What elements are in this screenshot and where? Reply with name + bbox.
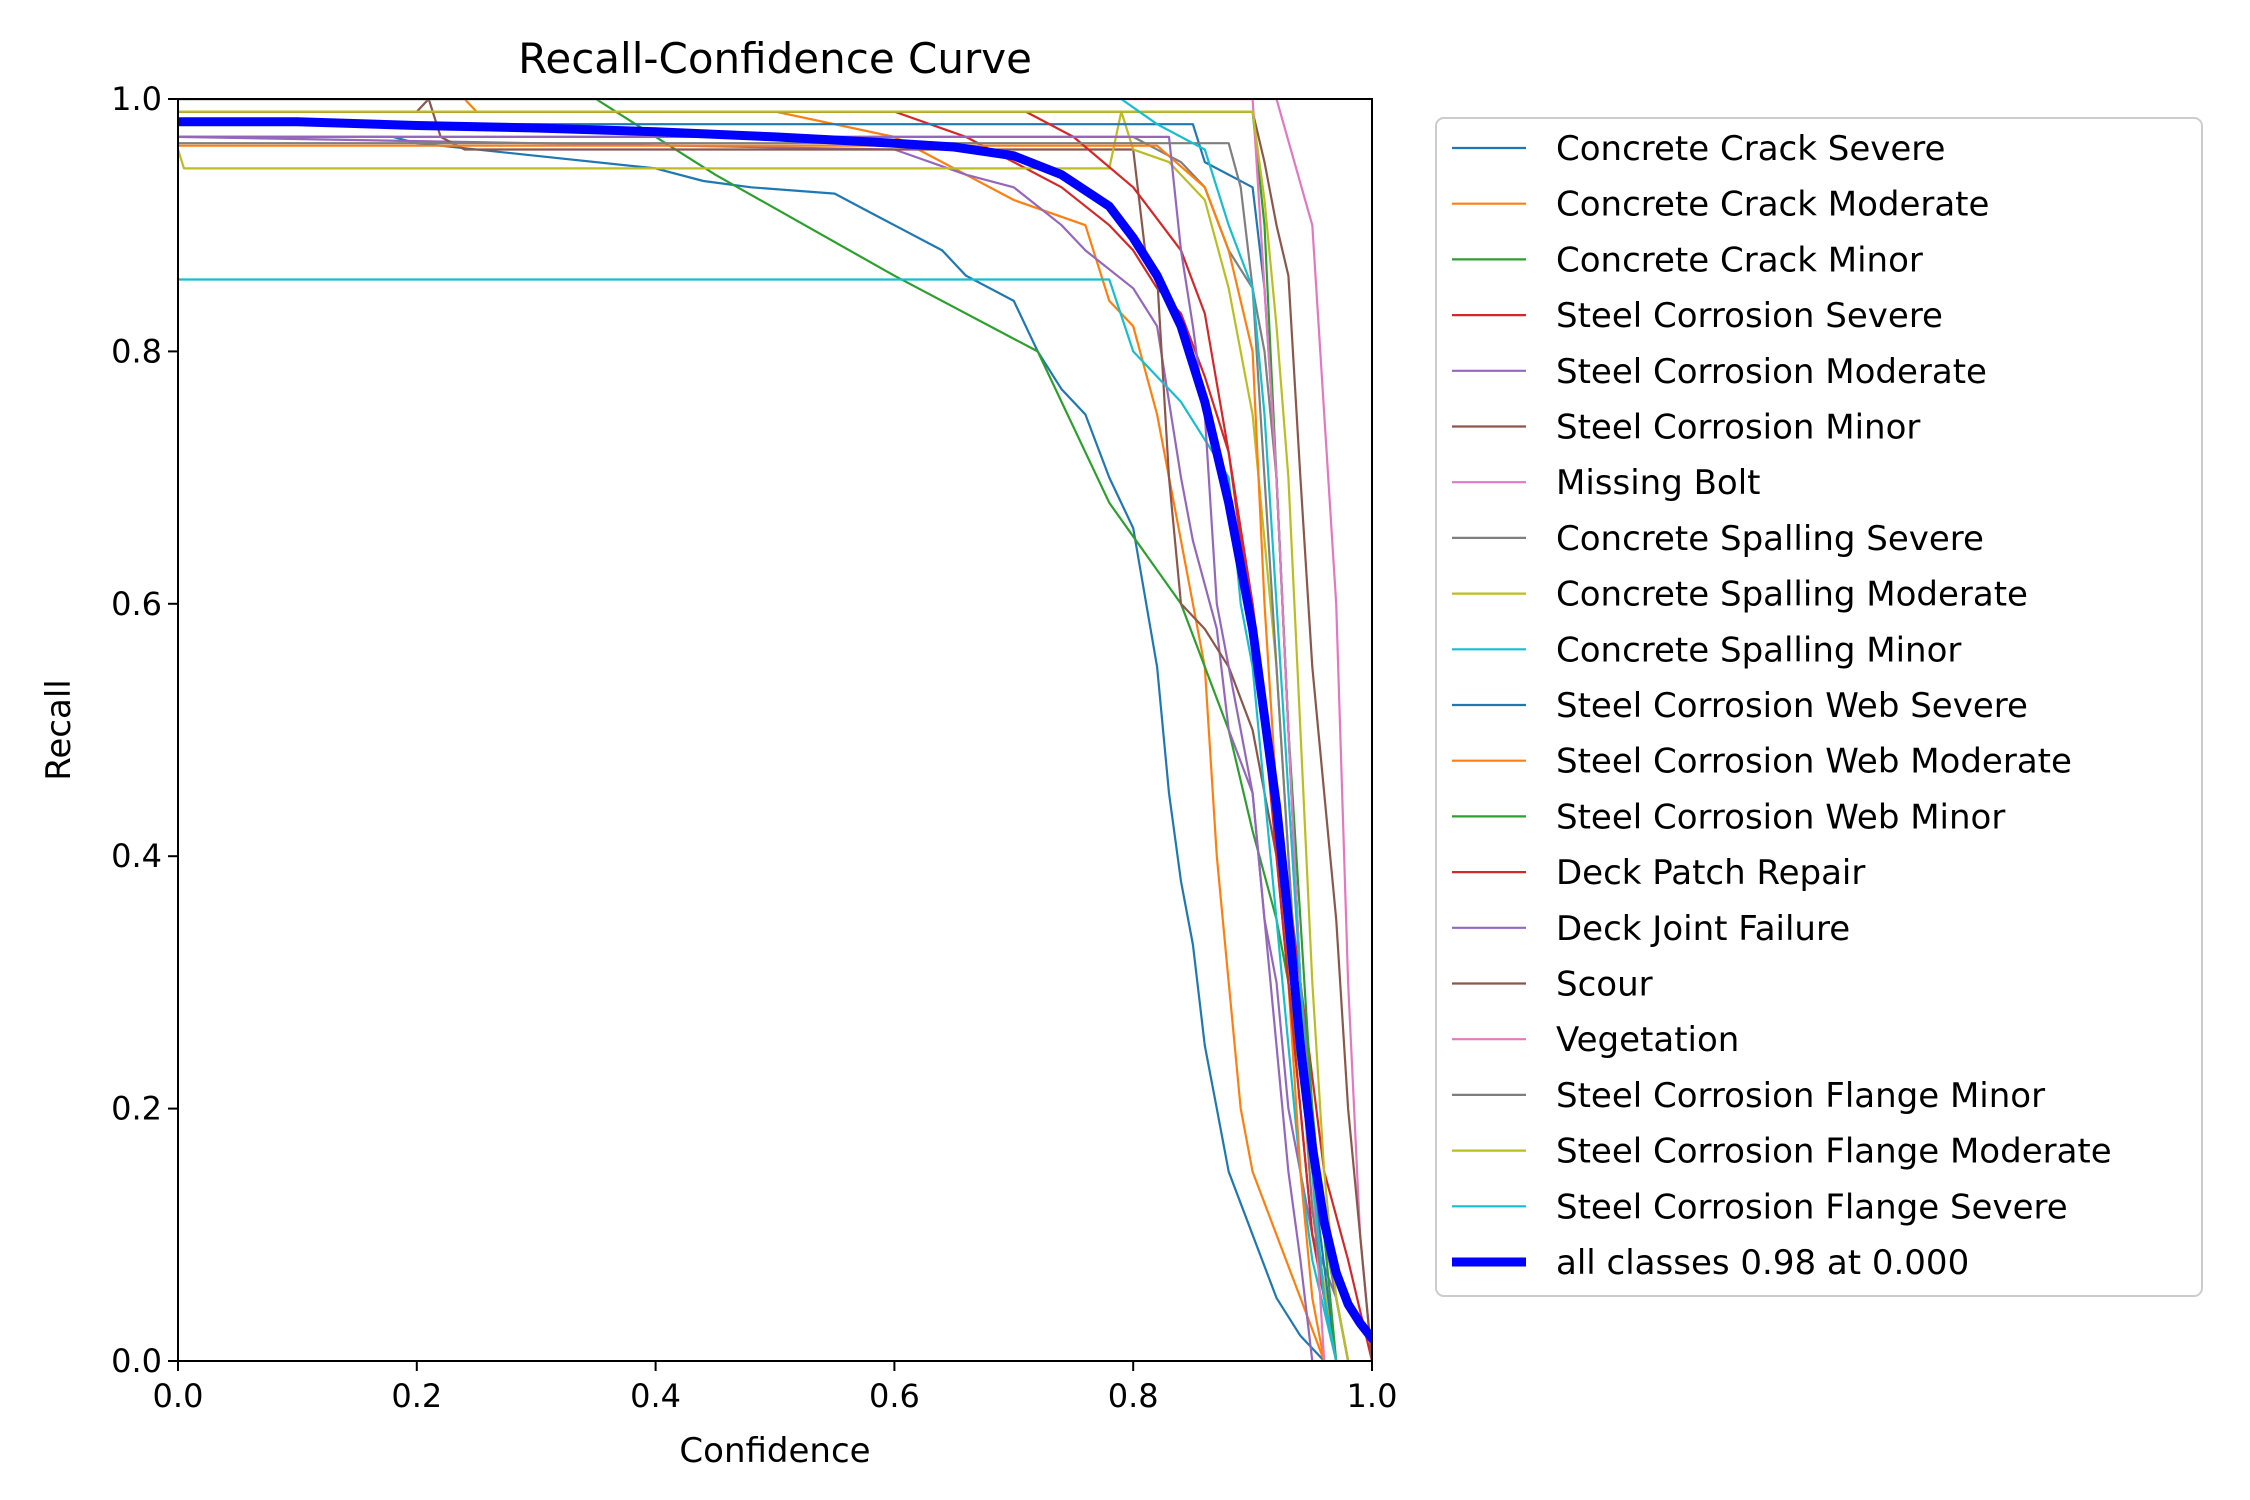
- series-line-2: [178, 99, 1326, 1361]
- legend-label-17: Vegetation: [1556, 1020, 1739, 1060]
- y-tick-label: 0.4: [111, 837, 162, 875]
- y-tick-label: 0.2: [111, 1090, 162, 1128]
- series-line-1: [178, 135, 1326, 1361]
- legend-label-11: Steel Corrosion Web Severe: [1556, 686, 2028, 726]
- legend-label-3: Concrete Crack Minor: [1556, 240, 1923, 280]
- legend-frame: [1435, 117, 2203, 1297]
- x-tick-label: 0.6: [869, 1377, 920, 1415]
- legend-label-9: Concrete Spalling Moderate: [1556, 575, 2028, 615]
- series-line-21: [178, 117, 1372, 1343]
- legend-label-4: Steel Corrosion Severe: [1556, 296, 1943, 336]
- legend: Concrete Crack Severe Concrete Crack Mode…: [1435, 117, 2203, 1297]
- legend-label-12: Steel Corrosion Web Moderate: [1556, 742, 2072, 782]
- legend-label-20: Steel Corrosion Flange Severe: [1556, 1187, 2068, 1227]
- legend-label-14: Deck Patch Repair: [1556, 853, 1865, 893]
- legend-label-10: Concrete Spalling Minor: [1556, 630, 1961, 670]
- plot-area: [177, 98, 1373, 1362]
- x-tick-label: 0.2: [391, 1377, 442, 1415]
- x-tick-label: 0.0: [153, 1377, 204, 1415]
- legend-items: Concrete Crack Severe Concrete Crack Mode…: [1452, 129, 2112, 1283]
- x-tick-label: 0.8: [1108, 1377, 1159, 1415]
- legend-label-7: Missing Bolt: [1556, 463, 1761, 503]
- series-line-14: [178, 110, 1338, 1361]
- series-layer: [178, 99, 1372, 1361]
- legend-label-16: Scour: [1556, 965, 1653, 1005]
- y-tick-label: 0.6: [111, 585, 162, 623]
- legend-label-21: all classes 0.98 at 0.000: [1556, 1243, 1969, 1283]
- x-axis-label: Confidence: [679, 1431, 870, 1471]
- legend-label-5: Steel Corrosion Moderate: [1556, 352, 1987, 392]
- series-line-15: [178, 135, 1314, 1361]
- legend-label-18: Steel Corrosion Flange Minor: [1556, 1076, 2045, 1116]
- legend-label-15: Deck Joint Failure: [1556, 909, 1850, 949]
- legend-label-13: Steel Corrosion Web Minor: [1556, 797, 2005, 837]
- x-tick-label: 1.0: [1347, 1377, 1398, 1415]
- y-tick-label: 0.0: [111, 1342, 162, 1380]
- y-tick-label: 0.8: [111, 332, 162, 370]
- legend-label-6: Steel Corrosion Minor: [1556, 408, 1920, 448]
- x-axis-ticks: 0.0 0.2 0.4 0.6 0.8 1.0: [153, 1361, 1398, 1415]
- series-line-16: [178, 110, 1372, 1361]
- legend-label-19: Steel Corrosion Flange Moderate: [1556, 1132, 2112, 1172]
- plot-background: [178, 99, 1372, 1361]
- series-line-12: [178, 144, 1326, 1361]
- legend-label-8: Concrete Spalling Severe: [1556, 519, 1984, 559]
- y-tick-label: 1.0: [111, 80, 162, 118]
- chart-title: Recall-Confidence Curve: [518, 34, 1032, 83]
- y-axis-label: Recall: [39, 679, 79, 780]
- legend-label-1: Concrete Crack Severe: [1556, 129, 1945, 169]
- x-tick-label: 0.4: [630, 1377, 681, 1415]
- legend-label-2: Concrete Crack Moderate: [1556, 185, 1989, 225]
- series-line-5: [178, 135, 1350, 1361]
- series-line-18: [178, 142, 1338, 1361]
- y-axis-ticks: 0.0 0.2 0.4 0.6 0.8 1.0: [111, 80, 178, 1380]
- plot-frame: [177, 98, 1373, 1362]
